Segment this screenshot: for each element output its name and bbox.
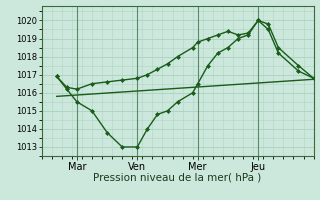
X-axis label: Pression niveau de la mer( hPa ): Pression niveau de la mer( hPa ) <box>93 173 262 183</box>
